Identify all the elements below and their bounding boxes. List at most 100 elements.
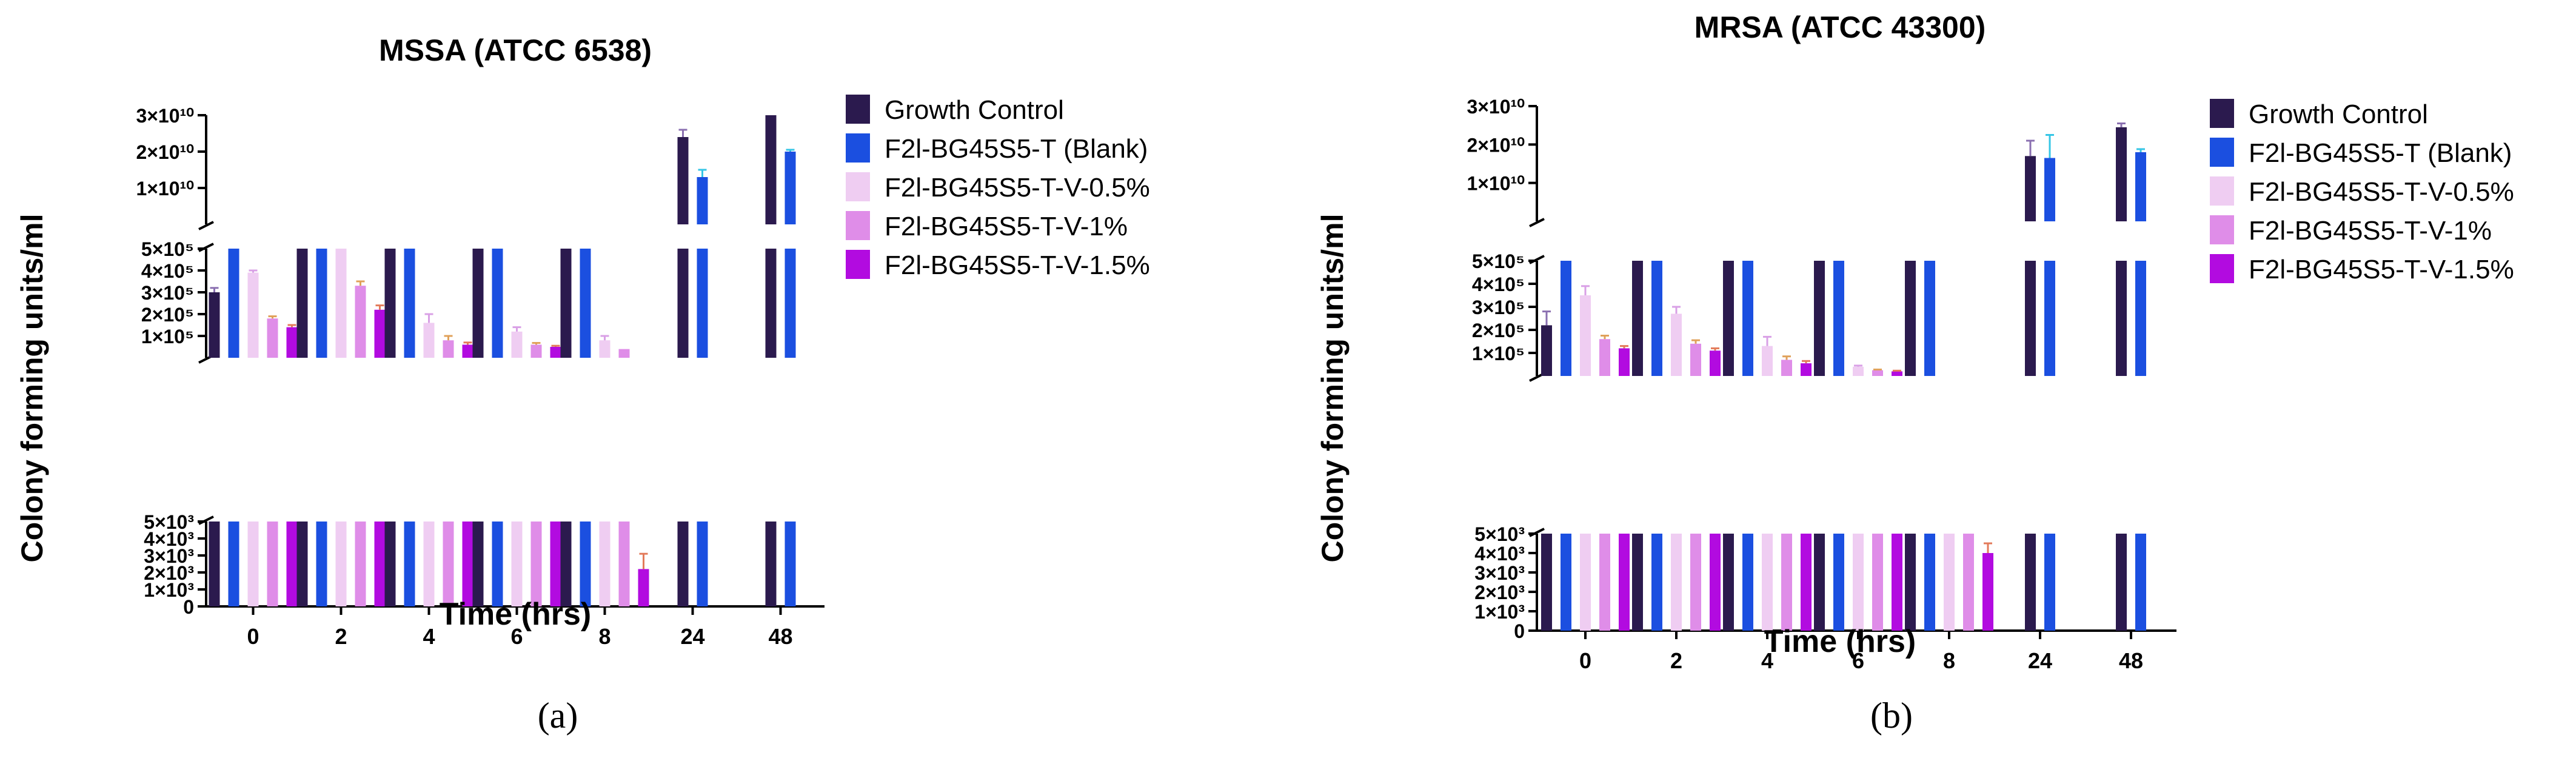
bar-f2l-bg45s5-t-blank--t24 xyxy=(697,249,708,358)
legend-swatch xyxy=(2210,254,2234,283)
y-tick-label: 4×10³ xyxy=(1474,543,1525,565)
y-tick-label: 3×10³ xyxy=(1474,562,1525,584)
y-tick-label: 0 xyxy=(183,596,194,618)
bar-f2l-bg45s5-t-blank--t24 xyxy=(2044,261,2055,376)
bar-f2l-bg45s5-t-blank--t4 xyxy=(404,249,415,358)
bar-growth-control-t4 xyxy=(1723,261,1734,376)
x-axis-label: Time (hrs) xyxy=(1764,624,1916,659)
bar-growth-control-t8 xyxy=(560,522,572,606)
y-tick-label: 3×10⁵ xyxy=(141,282,194,304)
bar-f2l-bg45s5-t-blank--t48 xyxy=(2135,152,2146,221)
bar-growth-control-t48 xyxy=(765,115,777,224)
bar-f2l-bg45s5-t-v-1-5--t6 xyxy=(550,347,561,358)
x-tick-label: 8 xyxy=(598,624,611,649)
bar-f2l-bg45s5-t-v-1-5--t2 xyxy=(1710,350,1721,376)
legend-swatch xyxy=(2210,176,2234,206)
bar-f2l-bg45s5-t-v-0-5--t0 xyxy=(1580,295,1591,376)
axis-break-mark xyxy=(198,243,214,252)
legend-entry: F2l-BG45S5-T-V-1% xyxy=(885,212,1128,241)
bar-f2l-bg45s5-t-v-1-5--t8 xyxy=(1982,553,1993,631)
bar-f2l-bg45s5-t-v-1--t6 xyxy=(530,344,542,358)
bar-f2l-bg45s5-t-v-1--t2 xyxy=(355,286,366,358)
x-tick-label: 4 xyxy=(423,624,435,649)
x-tick-label: 2 xyxy=(335,624,347,649)
bar-f2l-bg45s5-t-v-0-5--t6 xyxy=(1853,534,1864,631)
axis-break-mark xyxy=(1529,528,1545,537)
bar-f2l-bg45s5-t-blank--t48 xyxy=(785,249,796,358)
bar-f2l-bg45s5-t-v-1--t6 xyxy=(1872,370,1883,376)
bar-f2l-bg45s5-t-blank--t4 xyxy=(1742,534,1753,631)
bar-growth-control-t48 xyxy=(765,249,777,358)
chart-panel-a: MSSA (ATCC 6538) Colony forming units/ml 0… xyxy=(15,33,1150,736)
bar-f2l-bg45s5-t-v-1-5--t2 xyxy=(1710,534,1721,631)
bar-f2l-bg45s5-t-blank--t8 xyxy=(1924,534,1935,631)
bar-f2l-bg45s5-t-v-1-5--t8 xyxy=(638,569,649,606)
bar-f2l-bg45s5-t-v-1--t4 xyxy=(443,340,454,358)
bar-f2l-bg45s5-t-blank--t2 xyxy=(316,522,327,606)
bar-f2l-bg45s5-t-blank--t6 xyxy=(492,249,503,358)
bar-f2l-bg45s5-t-blank--t24 xyxy=(697,522,708,606)
bar-f2l-bg45s5-t-blank--t8 xyxy=(580,249,591,358)
axis-break-mark xyxy=(198,221,214,230)
y-axis-label: Colony forming units/ml xyxy=(1316,214,1350,563)
bar-growth-control-t6 xyxy=(472,249,484,358)
bar-f2l-bg45s5-t-blank--t0 xyxy=(1561,261,1571,376)
bar-growth-control-t48 xyxy=(765,522,777,606)
bar-growth-control-t6 xyxy=(1814,261,1825,376)
legend-swatch xyxy=(846,133,870,163)
bar-f2l-bg45s5-t-blank--t0 xyxy=(228,249,239,358)
legend-entry: F2l-BG45S5-T-V-0.5% xyxy=(2249,177,2514,207)
bar-f2l-bg45s5-t-v-0-5--t2 xyxy=(335,522,347,606)
bar-f2l-bg45s5-t-v-1-5--t0 xyxy=(1619,348,1630,376)
bar-f2l-bg45s5-t-v-1-5--t0 xyxy=(1619,534,1630,631)
bar-f2l-bg45s5-t-v-1-5--t4 xyxy=(1801,363,1812,376)
panel-label: (a) xyxy=(538,696,578,736)
bar-f2l-bg45s5-t-v-0-5--t6 xyxy=(511,331,523,358)
x-tick-label: 8 xyxy=(1943,648,1955,673)
legend-swatch xyxy=(846,211,870,240)
bar-f2l-bg45s5-t-v-1-5--t4 xyxy=(462,522,473,606)
x-tick-label: 0 xyxy=(247,624,259,649)
legend-swatch xyxy=(2210,138,2234,167)
bar-f2l-bg45s5-t-blank--t0 xyxy=(1561,534,1571,631)
chart-title: MSSA (ATCC 6538) xyxy=(379,33,652,67)
bar-f2l-bg45s5-t-v-1-5--t6 xyxy=(1892,534,1902,631)
bar-growth-control-t4 xyxy=(384,522,396,606)
bar-f2l-bg45s5-t-blank--t2 xyxy=(316,249,327,358)
bar-f2l-bg45s5-t-v-0-5--t0 xyxy=(247,272,259,358)
bar-f2l-bg45s5-t-v-1--t4 xyxy=(1781,534,1792,631)
bar-f2l-bg45s5-t-blank--t48 xyxy=(785,152,796,224)
bar-f2l-bg45s5-t-v-1-5--t0 xyxy=(286,522,298,606)
axis-break-mark xyxy=(198,515,214,525)
bar-f2l-bg45s5-t-v-1-5--t6 xyxy=(1892,371,1902,376)
y-tick-label: 2×10¹⁰ xyxy=(1467,134,1525,156)
bar-f2l-bg45s5-t-v-1--t8 xyxy=(1963,534,1974,631)
bar-growth-control-t6 xyxy=(1814,534,1825,631)
bar-f2l-bg45s5-t-v-0-5--t2 xyxy=(335,249,347,358)
bar-growth-control-t24 xyxy=(677,522,689,606)
legend-swatch xyxy=(846,95,870,124)
bar-growth-control-t8 xyxy=(1905,534,1916,631)
bar-f2l-bg45s5-t-v-1--t6 xyxy=(1872,534,1883,631)
chart-title: MRSA (ATCC 43300) xyxy=(1694,10,1986,44)
bar-growth-control-t6 xyxy=(472,522,484,606)
y-tick-label: 2×10⁵ xyxy=(141,304,194,326)
legend-entry: F2l-BG45S5-T-V-1% xyxy=(2249,216,2492,246)
bar-growth-control-t48 xyxy=(2116,127,2127,221)
bar-f2l-bg45s5-t-v-0-5--t6 xyxy=(1853,366,1864,376)
legend-swatch xyxy=(2210,99,2234,128)
y-tick-label: 2×10³ xyxy=(1474,582,1525,603)
legend-swatch xyxy=(846,172,870,201)
bar-growth-control-t2 xyxy=(296,522,308,606)
x-tick-label: 6 xyxy=(1852,648,1864,673)
x-tick-label: 0 xyxy=(1579,648,1591,673)
bar-growth-control-t8 xyxy=(1905,261,1916,376)
x-tick-label: 48 xyxy=(768,624,792,649)
y-tick-label: 5×10⁵ xyxy=(1472,250,1525,272)
bar-f2l-bg45s5-t-v-0-5--t8 xyxy=(1944,534,1955,631)
bar-growth-control-t0 xyxy=(209,292,220,358)
bar-f2l-bg45s5-t-v-1-5--t4 xyxy=(1801,534,1812,631)
bar-f2l-bg45s5-t-v-0-5--t4 xyxy=(1762,346,1773,376)
bar-f2l-bg45s5-t-v-0-5--t8 xyxy=(599,522,611,606)
